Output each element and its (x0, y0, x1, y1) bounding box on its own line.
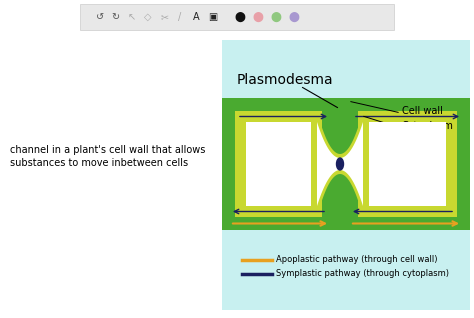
Bar (235, 111, 322, 217)
Text: substances to move inbetween cells: substances to move inbetween cells (10, 158, 188, 168)
Text: Apoplastic pathway (through cell wall): Apoplastic pathway (through cell wall) (276, 255, 438, 265)
Bar (358, 111, 457, 217)
Text: ↺: ↺ (96, 12, 104, 22)
Bar (335, 98, 345, 230)
Bar (246, 122, 311, 206)
Text: ⬤: ⬤ (235, 12, 246, 22)
Polygon shape (317, 111, 363, 217)
Bar (222, 40, 470, 310)
Text: Vacuole: Vacuole (402, 139, 440, 149)
Text: channel in a plant's cell wall that allows: channel in a plant's cell wall that allo… (10, 145, 205, 155)
Bar (345, 98, 470, 230)
Text: /: / (178, 12, 182, 22)
Bar (80, 4, 394, 30)
Bar (222, 98, 335, 230)
Text: ↖: ↖ (128, 12, 136, 22)
Polygon shape (317, 122, 363, 206)
Text: Plasmodesma: Plasmodesma (237, 73, 333, 87)
Bar (246, 122, 311, 206)
Text: ◇: ◇ (144, 12, 152, 22)
Text: ⬤: ⬤ (271, 12, 282, 22)
Text: ↻: ↻ (111, 12, 119, 22)
Bar (369, 122, 446, 206)
Text: Cytoplasm: Cytoplasm (402, 121, 454, 131)
Text: ⬤: ⬤ (289, 12, 300, 22)
Text: ✂: ✂ (161, 12, 169, 22)
Text: Cell wall: Cell wall (402, 106, 443, 116)
Text: ⬤: ⬤ (253, 12, 264, 22)
Ellipse shape (337, 158, 344, 170)
Text: A: A (193, 12, 199, 22)
Text: ▣: ▣ (209, 12, 218, 22)
Bar (369, 122, 446, 206)
Text: Symplastic pathway (through cytoplasm): Symplastic pathway (through cytoplasm) (276, 269, 449, 279)
